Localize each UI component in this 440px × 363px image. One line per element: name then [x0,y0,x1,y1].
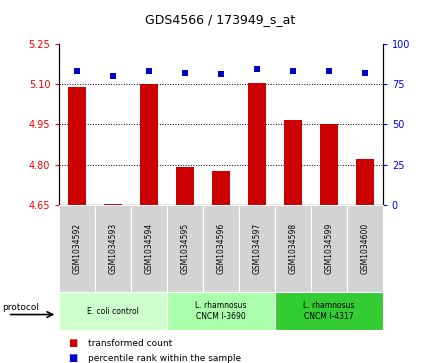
Text: GSM1034599: GSM1034599 [324,223,334,274]
Text: transformed count: transformed count [88,339,172,347]
Bar [95,205,131,292]
Text: ■: ■ [68,353,77,363]
Text: GSM1034595: GSM1034595 [181,223,190,274]
Bar [356,159,374,205]
Point [326,68,333,74]
Bar [131,205,167,292]
Point [218,72,225,77]
Text: GSM1034598: GSM1034598 [289,223,297,274]
Bar [275,292,383,330]
Point [110,73,117,79]
Point [290,68,297,74]
Bar [320,125,338,205]
Bar [347,205,383,292]
Text: L. rhamnosus
CNCM I-4317: L. rhamnosus CNCM I-4317 [303,301,355,321]
Bar [68,87,86,205]
Bar [212,171,230,205]
Text: E. coli control: E. coli control [88,307,139,316]
Bar [176,167,194,205]
Bar [59,205,95,292]
Bar [203,205,239,292]
Bar [59,292,167,330]
Bar [140,84,158,205]
Text: GSM1034593: GSM1034593 [109,223,118,274]
Text: GSM1034600: GSM1034600 [360,223,369,274]
Point [74,68,81,74]
Point [146,68,153,74]
Bar [284,120,302,205]
Bar [311,205,347,292]
Text: GSM1034597: GSM1034597 [253,223,261,274]
Bar [167,292,275,330]
Text: ■: ■ [68,338,77,348]
Text: GDS4566 / 173949_s_at: GDS4566 / 173949_s_at [145,13,295,26]
Bar [248,83,266,205]
Bar [167,205,203,292]
Text: GSM1034594: GSM1034594 [145,223,154,274]
Point [253,66,260,72]
Bar [275,205,311,292]
Bar [239,205,275,292]
Point [361,70,368,76]
Text: GSM1034592: GSM1034592 [73,223,82,274]
Text: percentile rank within the sample: percentile rank within the sample [88,354,241,363]
Bar [104,204,122,205]
Point [182,70,189,76]
Text: L. rhamnosus
CNCM I-3690: L. rhamnosus CNCM I-3690 [195,301,247,321]
Text: GSM1034596: GSM1034596 [216,223,226,274]
Text: protocol: protocol [2,303,39,312]
